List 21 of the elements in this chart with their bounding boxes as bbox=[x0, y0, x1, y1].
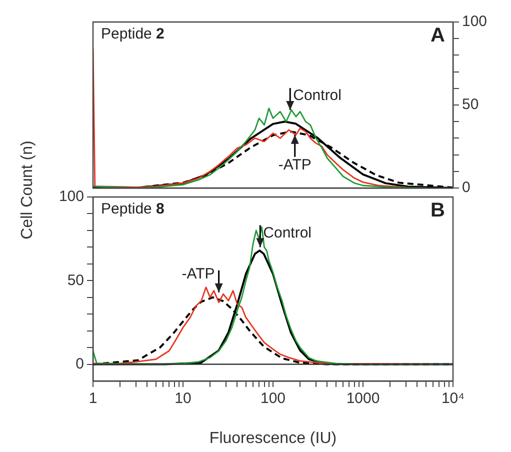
x-axis-title: Fluorescence (IU) bbox=[209, 430, 337, 447]
annotation: A bbox=[430, 24, 445, 47]
x-tick-label: 100 bbox=[260, 390, 286, 408]
x-tick-label: 10⁴ bbox=[441, 390, 465, 408]
annotation: Control bbox=[293, 87, 342, 104]
annotation: Control bbox=[263, 224, 312, 242]
annotation: -ATP bbox=[278, 156, 312, 174]
y-tick-label: 100 bbox=[58, 188, 84, 206]
chart-title: Peptide 8 bbox=[101, 200, 164, 218]
chart-title: Peptide 2 bbox=[101, 26, 164, 43]
x-tick-label: 1 bbox=[88, 390, 98, 408]
x-tick-label: 1000 bbox=[346, 390, 380, 408]
y-tick-label: 50 bbox=[462, 96, 479, 114]
annotation: B bbox=[430, 200, 445, 222]
y-tick-label: 0 bbox=[76, 355, 84, 372]
y-tick-label: 100 bbox=[462, 13, 488, 30]
x-tick-label: 10 bbox=[174, 390, 192, 408]
annotation: -ATP bbox=[182, 265, 215, 282]
y-tick-label: 50 bbox=[67, 272, 84, 289]
y-axis-title: Cell Count (n) bbox=[19, 140, 37, 240]
y-tick-label: 0 bbox=[462, 179, 470, 196]
